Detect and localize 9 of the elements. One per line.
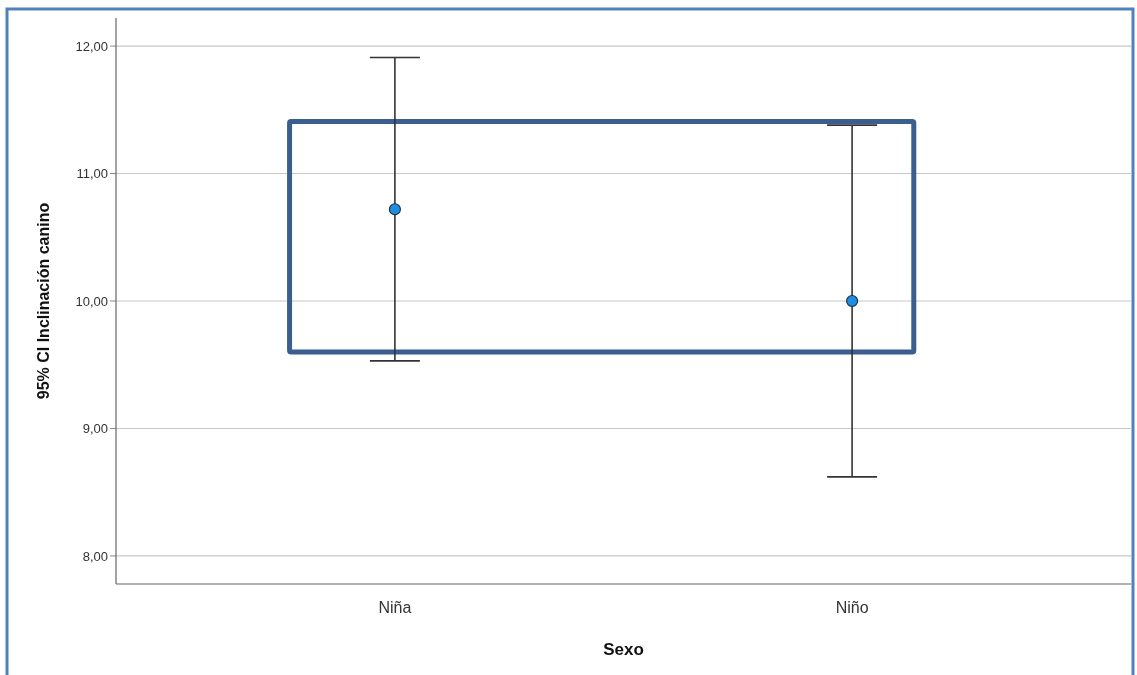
y-axis-title: 95% CI Inclinación canino [35,202,52,400]
y-tick-label: 8,00 [82,548,108,564]
x-tick-label: Niño [835,599,869,616]
y-tick-label: 12,00 [75,38,108,54]
y-tick-label: 9,00 [82,421,108,437]
y-tick-label: 10,00 [75,293,108,309]
x-axis-title: Sexo [603,640,644,659]
y-tick-label: 11,00 [76,166,108,182]
x-tick-label: Niña [378,599,412,616]
